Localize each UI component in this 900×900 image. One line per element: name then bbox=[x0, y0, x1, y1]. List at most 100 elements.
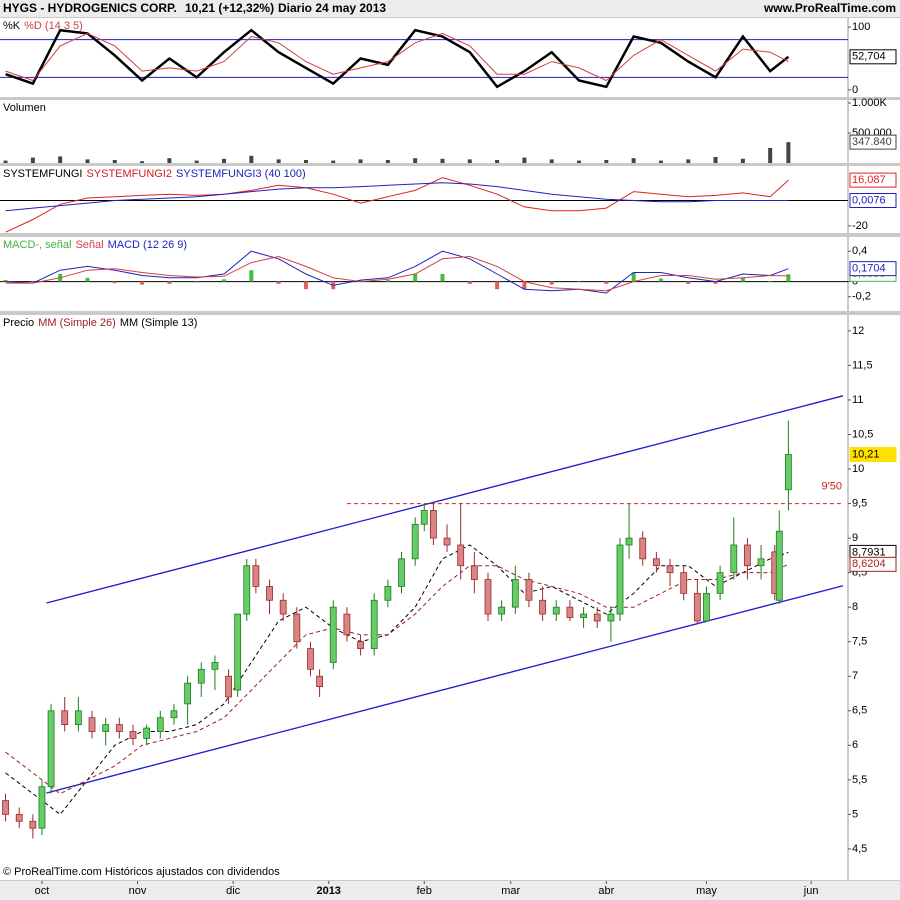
period: Diario 24 may 2013 bbox=[278, 1, 386, 15]
last-value-box bbox=[849, 556, 897, 572]
y-tick-label: 5 bbox=[852, 808, 858, 820]
y-tick-label: 11 bbox=[852, 394, 863, 406]
candle-body bbox=[243, 565, 251, 615]
last-value-label: 16,087 bbox=[852, 174, 886, 186]
y-tick-label: -20 bbox=[852, 220, 868, 232]
x-tick-label: oct bbox=[35, 885, 50, 897]
last-value-label: 8,6204 bbox=[852, 558, 886, 570]
title-part: Precio bbox=[3, 317, 34, 329]
candle-body bbox=[129, 731, 137, 739]
panel-title: SYSTEMFUNGI SYSTEMFUNGI2 SYSTEMFUNGI3 (40 … bbox=[3, 168, 306, 180]
title-part: MACD-, señal bbox=[3, 239, 71, 251]
candle-body bbox=[429, 510, 437, 539]
candle-body bbox=[470, 565, 478, 580]
header-bar bbox=[0, 0, 900, 17]
trendline bbox=[46, 395, 844, 604]
bar bbox=[713, 281, 718, 284]
bar bbox=[549, 281, 554, 285]
candle-body bbox=[61, 710, 69, 725]
candle-body bbox=[74, 710, 82, 725]
bar bbox=[713, 157, 718, 163]
series-line bbox=[5, 563, 789, 795]
series-line bbox=[5, 182, 789, 212]
bar bbox=[604, 281, 609, 284]
candle-body bbox=[29, 820, 37, 829]
candle-body bbox=[443, 537, 451, 546]
bar bbox=[385, 280, 390, 282]
bar bbox=[112, 160, 117, 163]
candle-body bbox=[156, 717, 164, 732]
candle-body bbox=[552, 606, 560, 615]
candle-body bbox=[616, 544, 624, 615]
last-value-box bbox=[849, 193, 897, 209]
panel bbox=[0, 166, 900, 233]
candle-body bbox=[279, 599, 287, 615]
x-tick-label: abr bbox=[598, 885, 614, 897]
bar bbox=[3, 160, 8, 163]
bar bbox=[276, 159, 281, 163]
title-part: %K bbox=[3, 20, 21, 32]
candle-body bbox=[252, 565, 260, 587]
bar bbox=[249, 270, 254, 282]
bar bbox=[167, 158, 172, 163]
y-tick-label: 10,5 bbox=[852, 428, 873, 440]
bar bbox=[740, 158, 745, 163]
panel bbox=[0, 315, 900, 880]
bar bbox=[140, 281, 145, 285]
candle-body bbox=[703, 592, 710, 622]
resistance-label: 9'50 bbox=[822, 480, 842, 492]
last-value-box bbox=[849, 261, 897, 277]
bar bbox=[522, 157, 527, 163]
x-tick-label: jun bbox=[803, 885, 819, 897]
candle-body bbox=[744, 544, 751, 567]
series-line bbox=[5, 250, 789, 294]
x-tick-label: nov bbox=[129, 885, 147, 897]
y-tick-label: 6,5 bbox=[852, 705, 867, 717]
bar bbox=[740, 277, 745, 282]
bar bbox=[786, 142, 791, 163]
candle-body bbox=[102, 724, 110, 732]
candle-body bbox=[88, 717, 96, 732]
candle-body bbox=[625, 537, 633, 546]
y-tick-label: -0,2 bbox=[852, 291, 871, 303]
candle-body bbox=[607, 613, 615, 622]
candle-body bbox=[420, 510, 428, 525]
candle-body bbox=[484, 579, 492, 615]
y-tick-label: 4,5 bbox=[852, 843, 867, 855]
bar bbox=[768, 148, 773, 163]
y-tick-label: 12 bbox=[852, 325, 864, 337]
bar bbox=[631, 272, 636, 282]
bar bbox=[303, 160, 308, 163]
candle-body bbox=[693, 592, 701, 622]
candle-body bbox=[716, 572, 724, 594]
x-tick-label: mar bbox=[501, 885, 520, 897]
title-part: SYSTEMFUNGI bbox=[3, 168, 82, 180]
title-part: MACD (12 26 9) bbox=[108, 239, 187, 251]
bar bbox=[577, 281, 582, 283]
y-tick-label: 0,4 bbox=[852, 245, 867, 257]
title-part: SYSTEMFUNGI2 bbox=[86, 168, 172, 180]
bar bbox=[768, 281, 773, 283]
last-value-label: 8,7931 bbox=[852, 546, 886, 558]
bar bbox=[303, 281, 308, 290]
site: www.ProRealTime.com bbox=[763, 1, 896, 15]
title-part: SYSTEMFUNGI3 (40 100) bbox=[176, 168, 306, 180]
candle-body bbox=[197, 668, 205, 684]
bar bbox=[631, 158, 636, 163]
candle-body bbox=[225, 675, 232, 698]
bar bbox=[385, 160, 390, 163]
candle-body bbox=[639, 537, 647, 560]
bar bbox=[3, 280, 8, 282]
panel-title: Precio MM (Simple 26) MM (Simple 13) bbox=[3, 317, 197, 329]
y-tick-label: 1.000K bbox=[852, 97, 888, 109]
last-value-box bbox=[849, 134, 897, 150]
last-value-label: 10,21 bbox=[852, 448, 880, 460]
candle-body bbox=[115, 724, 123, 732]
y-tick-label: 11,5 bbox=[852, 359, 873, 371]
title-part: Volumen bbox=[3, 102, 46, 114]
bar bbox=[467, 281, 472, 284]
candle-body bbox=[775, 530, 783, 601]
x-tick-label: 2013 bbox=[316, 885, 340, 897]
y-tick-label: 7,5 bbox=[852, 636, 867, 648]
last-value-label: 0,1704 bbox=[852, 263, 886, 275]
